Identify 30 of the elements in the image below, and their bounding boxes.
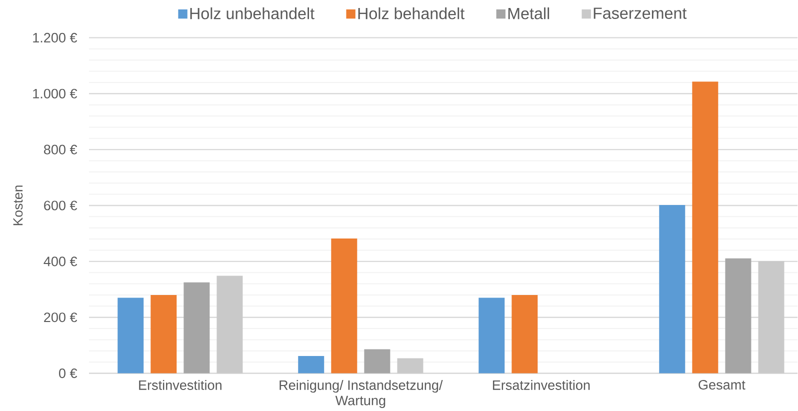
bar (331, 238, 358, 374)
y-tick-label: 400 € (44, 256, 78, 266)
bar (298, 356, 324, 374)
y-tick-label: 1.000 € (33, 88, 78, 98)
legend-label: Holz unbehandelt (190, 7, 314, 20)
legend-label: Holz behandelt (358, 7, 465, 20)
bar (118, 298, 144, 374)
bar (397, 358, 424, 374)
y-axis-title: Kosten (13, 186, 23, 226)
legend-label: Metall (508, 7, 550, 20)
bar (216, 276, 243, 374)
bar (512, 294, 538, 374)
bar (758, 261, 784, 374)
bar (692, 82, 718, 374)
bar (150, 294, 177, 374)
y-tick-label: 1.200 € (33, 32, 78, 42)
bar (478, 298, 505, 374)
bar (364, 349, 390, 374)
y-tick-label: 200 € (44, 312, 78, 322)
x-tick-label: Ersatzinvestition (492, 380, 590, 390)
y-tick-label: 600 € (44, 200, 78, 210)
x-tick-label: Gesamt (698, 380, 746, 390)
y-tick-label: 800 € (44, 144, 78, 154)
legend-label: Faserzement (594, 8, 687, 19)
x-tick-label: Erstinvestition (139, 380, 222, 390)
bar (659, 204, 686, 374)
y-tick-label: 0 € (59, 368, 78, 378)
bar (725, 258, 752, 374)
x-tick-label: Reinigung/ Instandsetzung/ Wartung (280, 380, 443, 408)
bar (184, 282, 210, 374)
